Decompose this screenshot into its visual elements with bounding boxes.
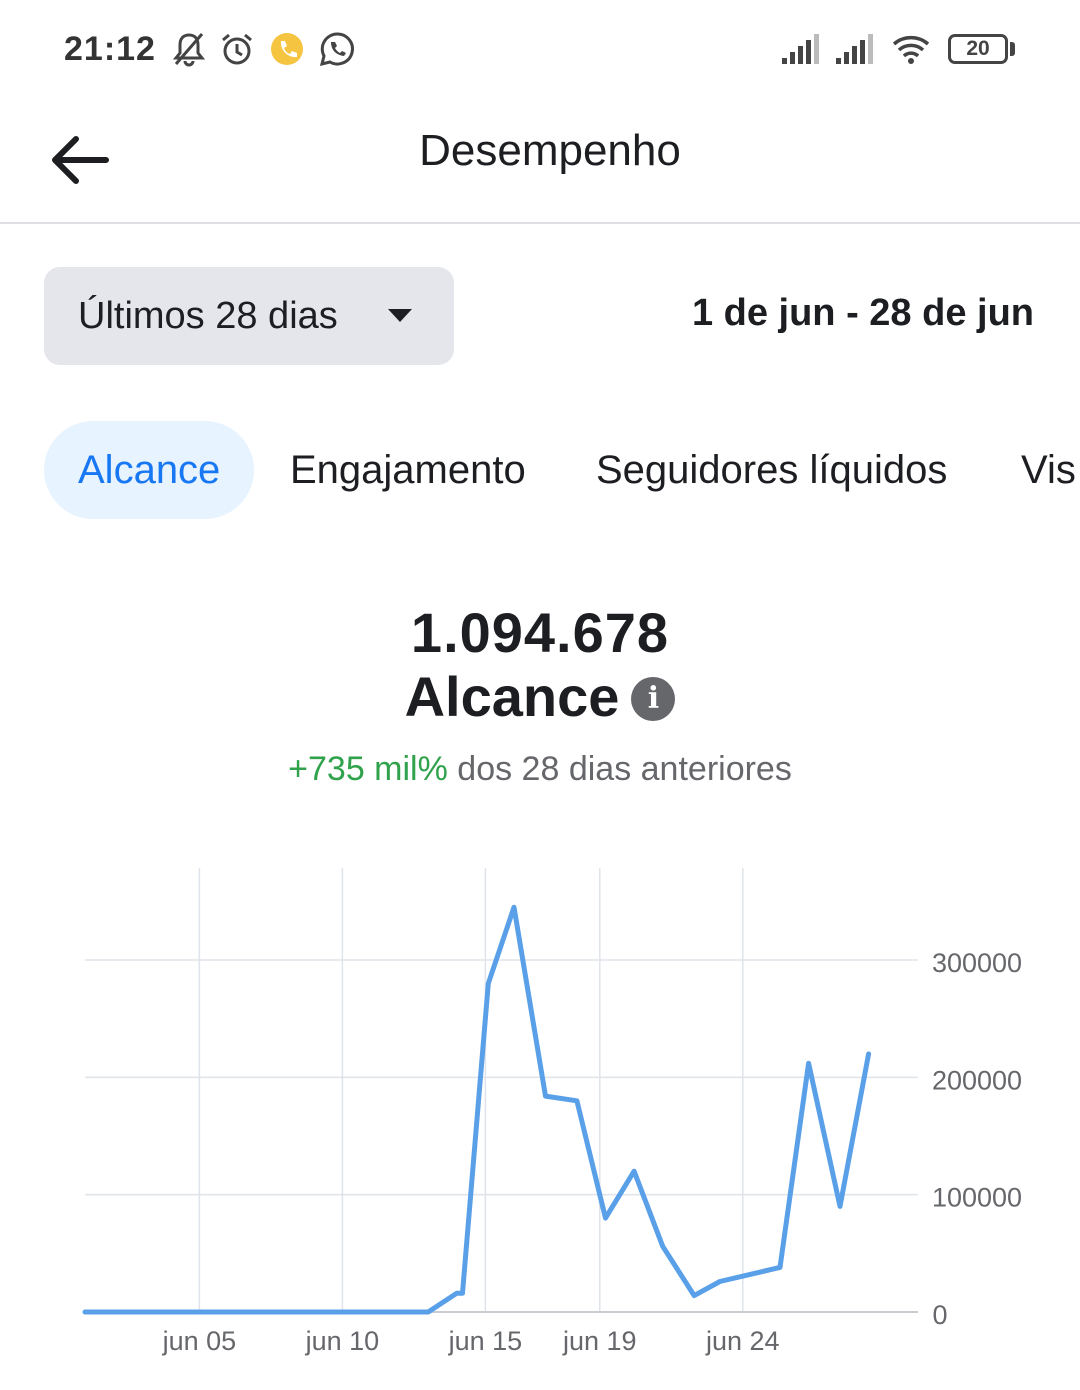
status-time: 21:12 [64, 30, 156, 68]
wifi-icon [892, 36, 930, 64]
tab-seguidores-liquidos[interactable]: Seguidores líquidos [596, 448, 948, 492]
alarm-icon [222, 33, 252, 65]
battery-tip [1010, 42, 1015, 56]
back-button[interactable] [40, 120, 120, 200]
date-range-dropdown[interactable]: Últimos 28 dias [44, 267, 454, 365]
x-tick-label: jun 19 [562, 1326, 637, 1356]
x-tick-label: jun 24 [705, 1326, 780, 1356]
signal-icon [836, 34, 873, 64]
arrow-left-icon [52, 136, 109, 184]
call-icon [271, 33, 303, 65]
reach-series-line [82, 904, 872, 1315]
tab-engajamento[interactable]: Engajamento [290, 448, 526, 492]
battery-level: 20 [966, 37, 990, 60]
change-description: dos 28 dias anteriores [457, 750, 792, 788]
whatsapp-icon [319, 32, 354, 67]
y-tick-label: 0 [932, 1300, 947, 1330]
app-header: Desempenho [0, 100, 1080, 224]
battery-icon: 20 [948, 34, 1008, 64]
metric-label-row: Alcance i [0, 664, 1080, 729]
bell-off-icon [172, 33, 206, 67]
x-tick-label: jun 10 [305, 1326, 380, 1356]
date-range-dropdown-label: Últimos 28 dias [78, 294, 338, 337]
caret-down-icon [388, 309, 412, 322]
y-tick-label: 200000 [932, 1065, 1022, 1095]
reach-line-chart: 0 100000 200000 300000 jun 05 jun 10 jun 15 jun… [82, 868, 1022, 1356]
metric-tabs: Alcance Engajamento Seguidores líquidos … [0, 421, 1080, 521]
tab-visualizacoes[interactable]: Vis [1021, 448, 1076, 492]
date-range-text: 1 de jun - 28 de jun [691, 292, 1034, 334]
metric-comparison: +735 mil% dos 28 dias anteriores [0, 750, 1080, 789]
signal-icon [782, 34, 819, 64]
page-title: Desempenho [419, 126, 681, 175]
change-percent: +735 mil% [288, 750, 448, 788]
y-tick-label: 100000 [932, 1183, 1022, 1213]
y-tick-label: 300000 [932, 948, 1022, 978]
x-tick-label: jun 15 [448, 1326, 523, 1356]
info-icon[interactable]: i [631, 676, 676, 721]
status-bar: 21:12 20 [0, 0, 1080, 100]
metric-label: Alcance [404, 665, 620, 728]
x-tick-label: jun 05 [162, 1326, 237, 1356]
metric-value: 1.094.678 [410, 601, 670, 664]
tab-alcance[interactable]: Alcance [44, 421, 255, 519]
